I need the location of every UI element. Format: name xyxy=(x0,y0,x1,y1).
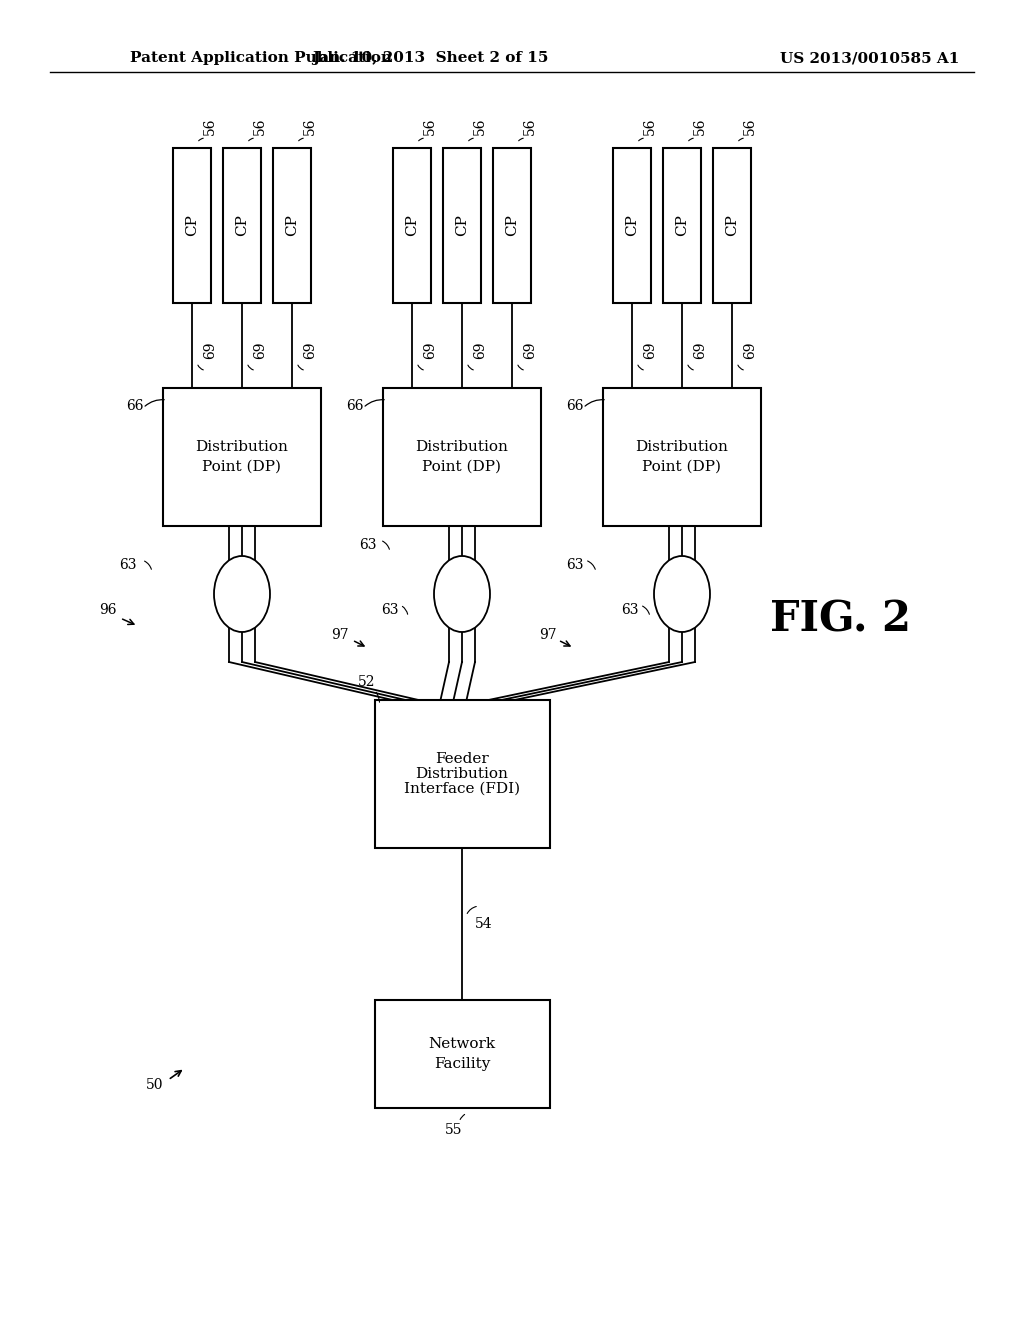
Text: Feeder: Feeder xyxy=(435,752,488,766)
Text: 69: 69 xyxy=(253,342,267,359)
Text: 69: 69 xyxy=(523,342,537,359)
Text: 56: 56 xyxy=(253,117,267,135)
Bar xyxy=(394,719,529,828)
Text: Distribution: Distribution xyxy=(416,767,509,781)
Bar xyxy=(375,1001,550,1107)
Text: Point (DP): Point (DP) xyxy=(203,459,282,474)
Bar xyxy=(173,148,211,304)
Text: 56: 56 xyxy=(203,117,217,135)
Text: Facility: Facility xyxy=(434,1057,490,1071)
Text: 69: 69 xyxy=(473,342,487,359)
Text: Point (DP): Point (DP) xyxy=(423,459,502,474)
Text: Point (DP): Point (DP) xyxy=(642,459,722,474)
Text: 96: 96 xyxy=(99,603,117,616)
Text: 56: 56 xyxy=(643,117,657,135)
Text: CP: CP xyxy=(406,215,419,236)
Text: Network: Network xyxy=(428,1038,496,1051)
Ellipse shape xyxy=(434,556,490,632)
Text: CP: CP xyxy=(675,215,689,236)
Text: CP: CP xyxy=(455,215,469,236)
Text: 56: 56 xyxy=(523,117,537,135)
Text: CP: CP xyxy=(505,215,519,236)
Text: 69: 69 xyxy=(423,342,437,359)
Text: 56: 56 xyxy=(693,117,707,135)
Bar xyxy=(663,148,701,304)
Text: US 2013/0010585 A1: US 2013/0010585 A1 xyxy=(780,51,959,65)
Text: 66: 66 xyxy=(346,399,364,413)
Text: 69: 69 xyxy=(693,342,707,359)
Bar xyxy=(383,388,541,525)
Text: Jan. 10, 2013  Sheet 2 of 15: Jan. 10, 2013 Sheet 2 of 15 xyxy=(312,51,548,65)
Bar xyxy=(493,148,531,304)
Bar xyxy=(393,148,431,304)
Text: FIG. 2: FIG. 2 xyxy=(769,599,910,642)
Text: Interface (FDI): Interface (FDI) xyxy=(403,781,520,796)
Bar xyxy=(713,148,751,304)
Text: 69: 69 xyxy=(643,342,657,359)
Text: 63: 63 xyxy=(359,539,377,552)
Bar xyxy=(603,388,761,525)
Text: CP: CP xyxy=(185,215,199,236)
Text: 97: 97 xyxy=(540,628,557,642)
Text: 56: 56 xyxy=(423,117,437,135)
Text: 69: 69 xyxy=(743,342,757,359)
Text: 69: 69 xyxy=(203,342,217,359)
Text: Distribution: Distribution xyxy=(636,440,728,454)
Bar xyxy=(384,710,540,838)
Text: Distribution: Distribution xyxy=(196,440,289,454)
Text: 66: 66 xyxy=(126,399,143,413)
Text: 54: 54 xyxy=(475,917,493,931)
Text: 97: 97 xyxy=(331,628,349,642)
Bar xyxy=(443,148,481,304)
Text: 63: 63 xyxy=(566,558,584,572)
Ellipse shape xyxy=(654,556,710,632)
Text: CP: CP xyxy=(725,215,739,236)
Text: 56: 56 xyxy=(743,117,757,135)
Text: 63: 63 xyxy=(119,558,137,572)
Bar xyxy=(375,700,550,847)
Text: 56: 56 xyxy=(473,117,487,135)
Bar xyxy=(404,730,519,818)
Ellipse shape xyxy=(214,556,270,632)
Text: CP: CP xyxy=(625,215,639,236)
Text: 63: 63 xyxy=(381,603,398,616)
Text: 69: 69 xyxy=(303,342,317,359)
Text: CP: CP xyxy=(285,215,299,236)
Text: 52: 52 xyxy=(357,675,375,689)
Text: 56: 56 xyxy=(303,117,317,135)
Text: 63: 63 xyxy=(622,603,639,616)
Bar xyxy=(273,148,311,304)
Bar xyxy=(163,388,321,525)
Text: CP: CP xyxy=(234,215,249,236)
Bar xyxy=(223,148,261,304)
Text: 50: 50 xyxy=(146,1078,164,1092)
Text: 55: 55 xyxy=(445,1123,463,1137)
Text: Distribution: Distribution xyxy=(416,440,509,454)
Bar xyxy=(613,148,651,304)
Text: Patent Application Publication: Patent Application Publication xyxy=(130,51,392,65)
Text: 66: 66 xyxy=(566,399,584,413)
